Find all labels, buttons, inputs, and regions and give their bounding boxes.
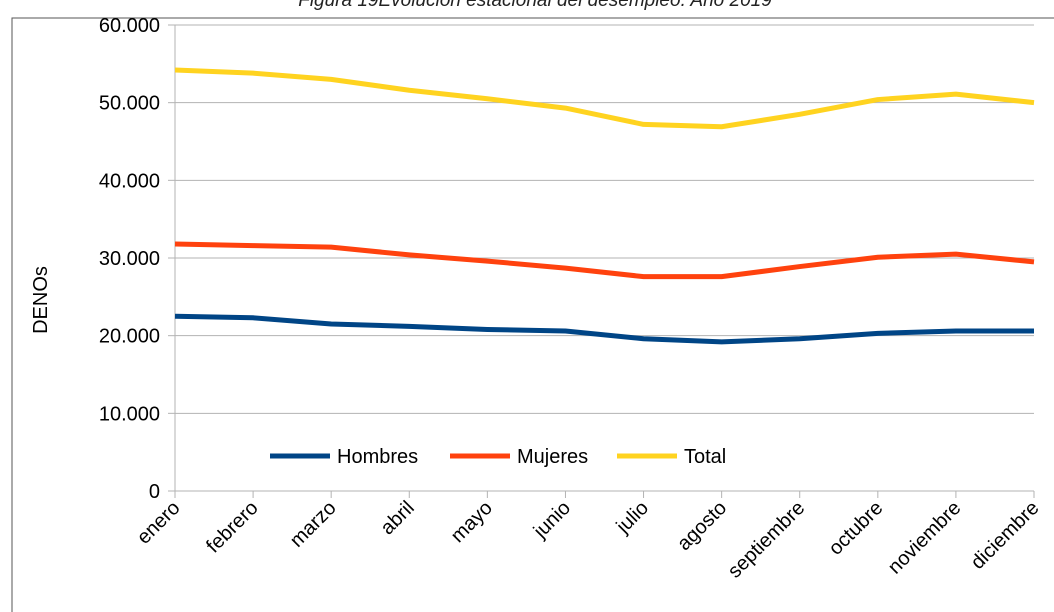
y-tick-label: 20.000 bbox=[99, 326, 160, 348]
x-tick-label: octubre bbox=[825, 497, 888, 560]
x-tick-label: noviembre bbox=[884, 497, 966, 579]
line-series bbox=[174, 241, 1035, 280]
y-axis-label: DENOs bbox=[30, 266, 52, 334]
x-tick-label: julio bbox=[612, 497, 653, 538]
x-tick-label: enero bbox=[133, 497, 185, 549]
chart-frame bbox=[11, 17, 1054, 612]
y-tick-label: 30.000 bbox=[99, 248, 160, 270]
x-tick-label: abril bbox=[377, 497, 419, 539]
y-tick-label: 40.000 bbox=[99, 170, 160, 192]
y-tick-label: 50.000 bbox=[99, 93, 160, 115]
chart-title: Figura 19Evolución estacional del desemp… bbox=[298, 0, 772, 11]
y-tick-label: 60.000 bbox=[99, 15, 160, 37]
line-series bbox=[174, 67, 1035, 130]
x-tick-label: septiembre bbox=[724, 497, 810, 583]
x-tick-label: marzo bbox=[286, 497, 341, 552]
x-tick-label: junio bbox=[529, 497, 575, 543]
x-tick-label: agosto bbox=[673, 497, 731, 555]
legend-label: Mujeres bbox=[517, 446, 588, 468]
legend-label: Hombres bbox=[337, 446, 418, 468]
x-tick-label: diciembre bbox=[967, 497, 1044, 574]
line-series bbox=[174, 313, 1034, 345]
x-tick-label: mayo bbox=[447, 497, 497, 547]
x-tick-label: febrero bbox=[202, 497, 262, 557]
y-tick-label: 10.000 bbox=[99, 403, 160, 425]
legend-label: Total bbox=[684, 446, 726, 468]
y-tick-label: 0 bbox=[149, 481, 160, 503]
